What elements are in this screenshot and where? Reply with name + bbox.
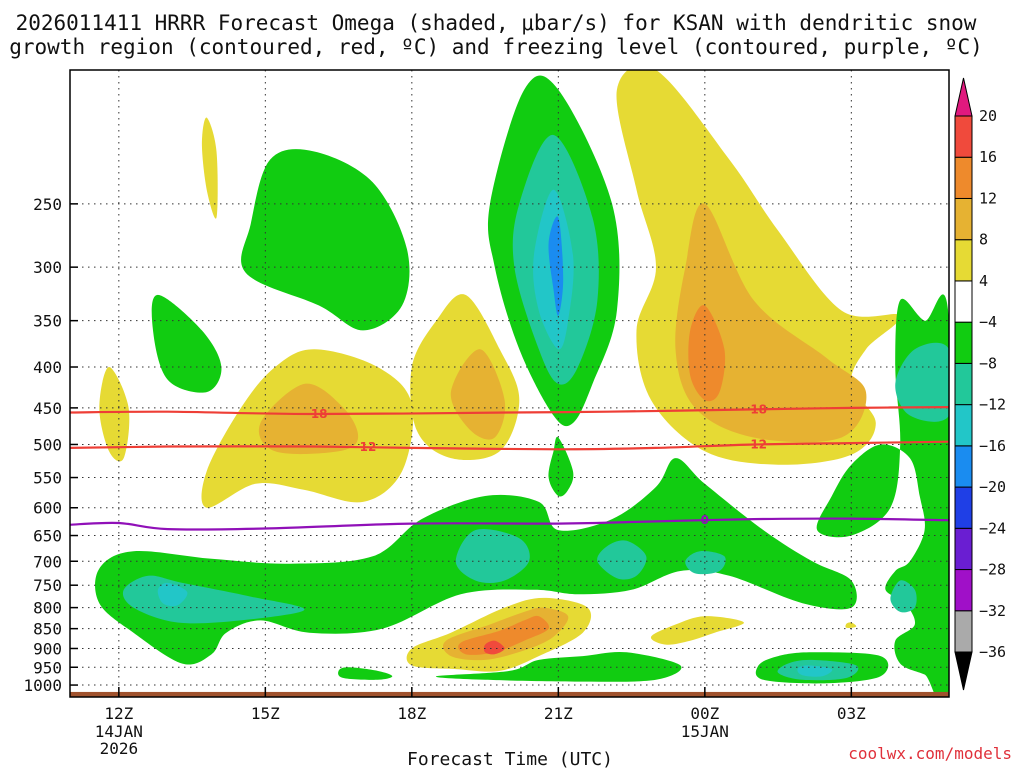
- omega-yellow-small-top: [201, 117, 218, 219]
- colorbar-label-13: −36: [979, 643, 1006, 661]
- colorbar-box-8: [954, 321, 973, 364]
- colorbar-label-5: −4: [979, 313, 997, 331]
- omega-yellow-thin-left: [99, 367, 130, 462]
- plot-frame: [69, 69, 950, 698]
- colorbar-label-8: −16: [979, 437, 1006, 455]
- y-tick-label-750: 750: [33, 576, 62, 595]
- contour-line-2: [70, 517, 949, 531]
- omega-teal-right-edge-low: [890, 580, 917, 613]
- omega-shading: [95, 70, 949, 697]
- contour-label-1-0: −12: [350, 440, 377, 454]
- y-tick-label-300: 300: [33, 258, 62, 277]
- colorbar-box-9: [954, 280, 973, 323]
- omega-teal-lower-center-a: [455, 528, 530, 583]
- x-axis-label: Forecast Time (UTC): [407, 749, 613, 768]
- y-tick-label-700: 700: [33, 552, 62, 571]
- colorbar-label-4: 4: [979, 272, 988, 290]
- omega-orange-upper-right: [675, 203, 867, 443]
- omega-dark-orange-low-center: [458, 615, 550, 655]
- colorbar-box-13: [954, 115, 973, 158]
- y-tick-label-350: 350: [33, 312, 62, 331]
- colorbar-label-10: −24: [979, 519, 1006, 537]
- credit-text: coolwx.com/models: [848, 744, 1012, 763]
- omega-cyan-lower-right-blob: [797, 665, 833, 677]
- omega-yellow-low-right: [650, 616, 744, 645]
- chart-title-line1: 2026011411 HRRR Forecast Omega (shaded, …: [16, 11, 977, 35]
- plot-area: −18 −18 −12 −12 0: [69, 69, 950, 698]
- colorbar-box-10: [954, 239, 973, 282]
- y-tick-label-950: 950: [33, 658, 62, 677]
- colorbar-box-7: [954, 362, 973, 406]
- y-tick-label-250: 250: [33, 195, 62, 214]
- x-tick-label-03Z: 03Z: [837, 704, 866, 723]
- omega-cyan-lower-left: [157, 582, 188, 607]
- colorbar-box-6: [954, 404, 973, 447]
- y-tick-label-500: 500: [33, 435, 62, 454]
- chart-title-line2: growth region (contoured, red, ºC) and f…: [9, 35, 983, 59]
- omega-blue-cyan-column: [548, 216, 564, 316]
- x-tick-sublabel-12Z: 14JAN: [95, 722, 143, 741]
- omega-teal-lower-center-c: [685, 551, 726, 575]
- colorbar-label-12: −32: [979, 602, 1006, 620]
- omega-teal-right-edge: [895, 342, 949, 422]
- omega-green-small-mid: [548, 436, 574, 497]
- contour-line-0: [70, 406, 949, 416]
- colorbar-box-1: [954, 610, 973, 653]
- x-tick-sublabel-00Z: 15JAN: [681, 722, 729, 741]
- y-tick-label-550: 550: [33, 469, 62, 488]
- ground-surface: [70, 691, 949, 697]
- colorbar-box-12: [954, 156, 973, 199]
- x-tick-label-15Z: 15Z: [251, 704, 280, 723]
- y-tick-label-800: 800: [33, 599, 62, 618]
- omega-green-upper-center: [241, 149, 410, 331]
- colorbar-box-3: [954, 527, 973, 571]
- contour-label-0-0: −18: [301, 407, 328, 421]
- colorbar-label-6: −8: [979, 354, 997, 372]
- y-tick-label-400: 400: [33, 358, 62, 377]
- omega-red-low-center: [483, 640, 505, 655]
- omega-green-small-low-left: [338, 667, 393, 680]
- colorbar-label-9: −20: [979, 478, 1006, 496]
- y-tick-label-650: 650: [33, 527, 62, 546]
- temperature-contours: −18 −18 −12 −12 0: [70, 402, 949, 531]
- colorbar-label-11: −28: [979, 561, 1006, 579]
- colorbar-label-3: 8: [979, 231, 988, 249]
- contour-label-0-1: −18: [740, 402, 767, 416]
- x-tick-label-21Z: 21Z: [544, 704, 573, 723]
- colorbar-box-11: [954, 197, 973, 241]
- omega-yellow-dot-right: [845, 622, 857, 628]
- y-tick-label-600: 600: [33, 499, 62, 518]
- x-tick-label-12Z: 12Z: [104, 704, 133, 723]
- x-tick-year-12Z: 2026: [100, 739, 139, 758]
- omega-orange-middle-right: [450, 349, 506, 440]
- omega-dark-orange-upper-right: [688, 305, 726, 402]
- y-tick-label-900: 900: [33, 639, 62, 658]
- contour-line-1: [70, 440, 949, 451]
- x-tick-label-18Z: 18Z: [397, 704, 426, 723]
- y-tick-label-450: 450: [33, 399, 62, 418]
- colorbar-box-2: [954, 569, 973, 612]
- ground-strip: [70, 691, 949, 697]
- colorbar-top-arrow: [954, 77, 973, 117]
- y-tick-label-1000: 1000: [23, 676, 62, 695]
- colorbar-bottom-arrow: [954, 651, 973, 691]
- colorbar: 20 16 12 8 4 −4 −8 −12 −16 −20 −24 −28 −32 −36: [954, 77, 1006, 691]
- colorbar-label-1: 16: [979, 148, 997, 166]
- omega-green-left-blob: [151, 294, 222, 393]
- omega-teal-lower-center-b: [597, 540, 647, 580]
- y-tick-label-850: 850: [33, 620, 62, 639]
- colorbar-box-4: [954, 486, 973, 529]
- colorbar-box-5: [954, 445, 973, 488]
- contour-label-2-0: 0: [701, 513, 709, 527]
- omega-orange-middle-left: [258, 383, 359, 455]
- colorbar-label-2: 12: [979, 189, 997, 207]
- omega-green-bottom-strip: [435, 651, 682, 682]
- colorbar-label-7: −12: [979, 396, 1006, 414]
- contour-label-1-1: −12: [740, 437, 767, 451]
- colorbar-label-0: 20: [979, 107, 997, 125]
- x-tick-label-00Z: 00Z: [690, 704, 719, 723]
- pressure-axis: 2503003504004505005506006507007508008509…: [23, 195, 78, 695]
